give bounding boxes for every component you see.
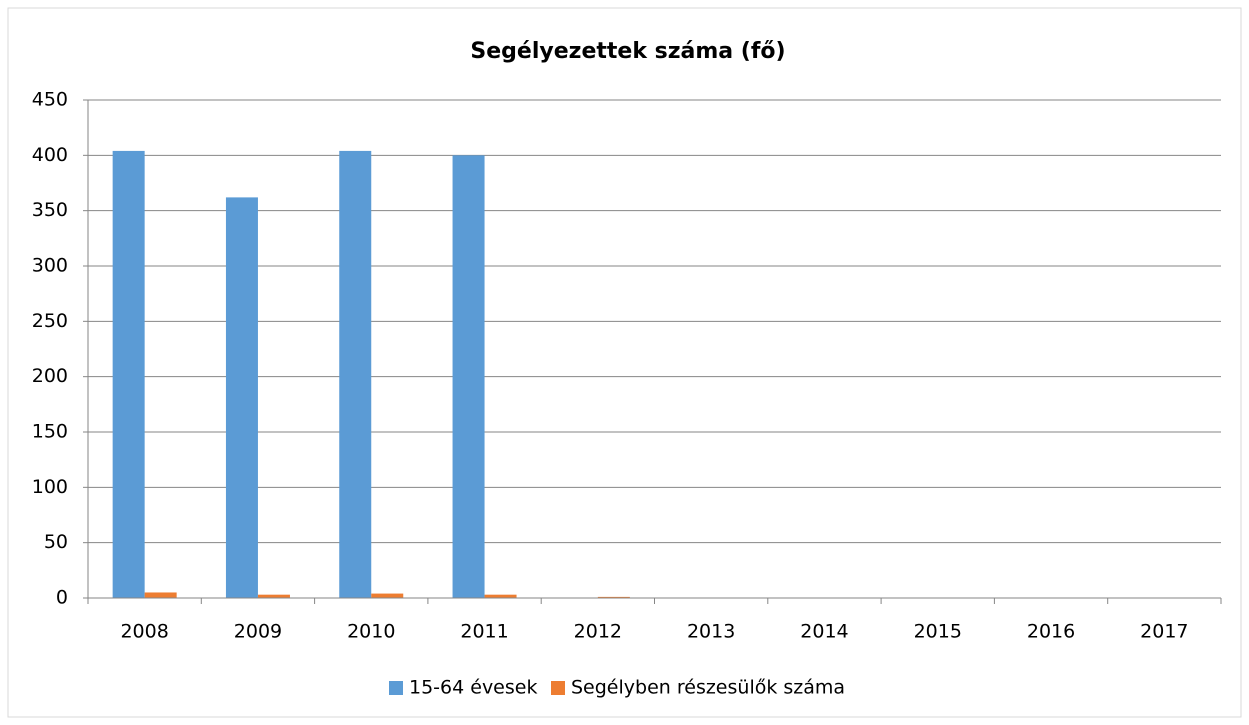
y-tick-label: 450 (32, 89, 68, 111)
x-tick-label: 2017 (1140, 621, 1188, 643)
x-tick-label: 2013 (687, 621, 735, 643)
y-tick-label: 400 (32, 144, 68, 166)
bar (484, 594, 517, 598)
x-tick-label: 2010 (347, 621, 395, 643)
y-tick-label: 350 (32, 199, 68, 221)
legend-label: Segélyben részesülők száma (571, 677, 845, 699)
x-tick-label: 2009 (234, 621, 282, 643)
legend-swatch (551, 681, 565, 695)
bar (112, 150, 145, 598)
y-tick-label: 0 (56, 587, 68, 609)
chart-frame (7, 7, 1242, 718)
bar (225, 197, 258, 599)
y-tick-label: 200 (32, 365, 68, 387)
y-tick-label: 150 (32, 421, 68, 443)
y-tick-label: 250 (32, 310, 68, 332)
bar (144, 592, 177, 598)
y-tick-label: 100 (32, 476, 68, 498)
legend-swatch (389, 681, 403, 695)
bar (452, 155, 485, 599)
bar (597, 596, 630, 598)
chart-title: Segélyezettek száma (fő) (470, 39, 785, 64)
x-tick-label: 2015 (914, 621, 962, 643)
x-tick-label: 2011 (460, 621, 508, 643)
x-tick-label: 2012 (574, 621, 622, 643)
x-tick-label: 2016 (1027, 621, 1075, 643)
legend-label: 15-64 évesek (409, 677, 537, 699)
bar (339, 150, 372, 598)
x-tick-label: 2014 (800, 621, 848, 643)
y-tick-label: 50 (44, 531, 68, 553)
y-tick-label: 300 (32, 255, 68, 277)
x-tick-label: 2008 (120, 621, 168, 643)
bar (257, 594, 290, 598)
bar (371, 593, 404, 598)
